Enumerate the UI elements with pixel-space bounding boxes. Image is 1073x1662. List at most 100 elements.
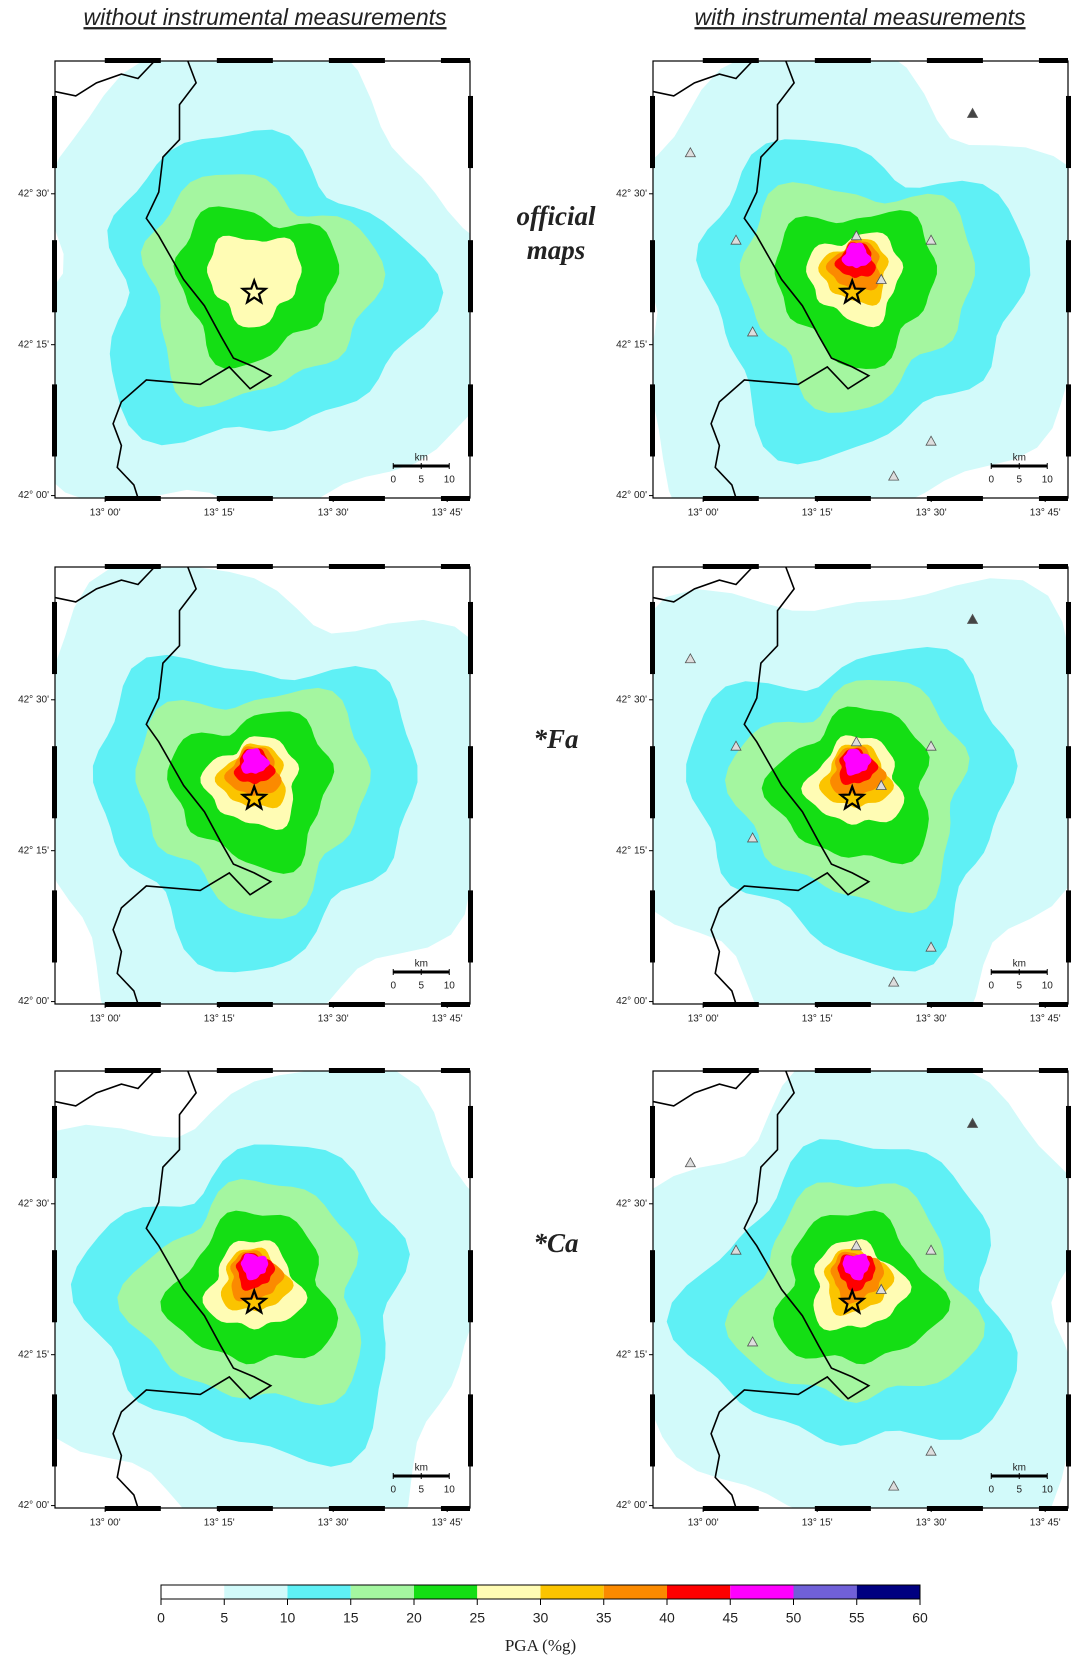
colorbar-label: 60 bbox=[912, 1610, 928, 1626]
station bbox=[925, 435, 937, 446]
row-label: *Ca bbox=[533, 1228, 578, 1258]
frame-tick bbox=[52, 1105, 57, 1179]
station bbox=[875, 273, 887, 284]
frame-tick bbox=[814, 496, 871, 501]
frame-tick bbox=[104, 1506, 161, 1511]
station bbox=[850, 1239, 863, 1251]
station bbox=[966, 107, 979, 118]
station bbox=[746, 326, 759, 337]
map-panel bbox=[55, 1071, 470, 1508]
colorbar-swatch bbox=[667, 1585, 731, 1599]
frame-tick bbox=[1066, 240, 1071, 313]
frame-tick bbox=[328, 496, 385, 501]
lat-label: 42° 30' bbox=[616, 188, 647, 199]
boundary bbox=[653, 1071, 754, 1107]
station bbox=[966, 1117, 979, 1128]
frame-tick bbox=[1066, 601, 1071, 675]
lon-label: 13° 15' bbox=[802, 1014, 833, 1025]
scale-unit: km bbox=[1013, 1463, 1026, 1474]
station bbox=[925, 941, 937, 952]
frame-tick bbox=[1038, 1002, 1068, 1007]
row-label: maps bbox=[527, 235, 586, 265]
lon-label: 13° 30' bbox=[916, 1518, 947, 1529]
frame-tick bbox=[926, 1002, 983, 1007]
lat-label: 42° 00' bbox=[616, 490, 647, 501]
boundary bbox=[112, 1071, 273, 1508]
frame-tick bbox=[52, 240, 57, 313]
colorbar-label: 20 bbox=[406, 1610, 422, 1626]
frame-tick bbox=[1066, 1105, 1071, 1179]
station bbox=[850, 229, 863, 241]
frame-tick bbox=[216, 1506, 273, 1511]
map-panel bbox=[55, 61, 470, 498]
boundary bbox=[112, 61, 273, 498]
frame-tick bbox=[650, 746, 655, 819]
boundary bbox=[710, 567, 871, 1004]
frame-tick bbox=[468, 240, 473, 313]
station bbox=[730, 1244, 742, 1255]
boundary bbox=[112, 567, 273, 1004]
boundary bbox=[55, 61, 156, 97]
lon-label: 13° 30' bbox=[318, 508, 349, 519]
scale-label: 10 bbox=[444, 981, 456, 992]
lon-label: 13° 00' bbox=[90, 1014, 121, 1025]
lat-label: 42° 30' bbox=[616, 694, 647, 705]
lat-label: 42° 15' bbox=[18, 339, 49, 350]
station bbox=[730, 740, 742, 751]
lon-label: 13° 30' bbox=[318, 1014, 349, 1025]
frame-tick bbox=[1038, 496, 1068, 501]
lat-label: 42° 30' bbox=[18, 188, 49, 199]
colorbar-label: 55 bbox=[849, 1610, 865, 1626]
lat-label: 42° 15' bbox=[18, 1349, 49, 1360]
lat-label: 42° 15' bbox=[616, 845, 647, 856]
frame-tick bbox=[1066, 890, 1071, 963]
epicenter bbox=[837, 783, 867, 811]
column-header: with instrumental measurements bbox=[694, 4, 1026, 30]
station bbox=[850, 735, 863, 747]
lon-label: 13° 00' bbox=[688, 508, 719, 519]
frame-tick bbox=[104, 1002, 161, 1007]
scale-label: 5 bbox=[1016, 475, 1022, 486]
frame-tick bbox=[926, 58, 983, 63]
scale-unit: km bbox=[415, 453, 428, 464]
station bbox=[684, 652, 697, 664]
scale-label: 5 bbox=[1016, 1485, 1022, 1496]
frame-tick bbox=[52, 601, 57, 675]
frame-tick bbox=[814, 1506, 871, 1511]
frame-tick bbox=[104, 1068, 161, 1073]
boundary bbox=[653, 567, 754, 603]
frame-tick bbox=[926, 496, 983, 501]
pga-contour bbox=[240, 1253, 269, 1281]
station bbox=[730, 234, 742, 245]
frame-tick bbox=[926, 564, 983, 569]
frame-tick bbox=[216, 496, 273, 501]
station bbox=[888, 976, 900, 987]
scale-unit: km bbox=[1013, 959, 1026, 970]
frame-tick bbox=[440, 58, 470, 63]
scale-label: 0 bbox=[390, 475, 396, 486]
lat-label: 42° 30' bbox=[18, 694, 49, 705]
boundary bbox=[710, 61, 871, 498]
frame-tick bbox=[468, 746, 473, 819]
station bbox=[966, 613, 979, 624]
colorbar-swatch bbox=[793, 1585, 857, 1599]
frame-tick bbox=[650, 95, 655, 169]
station bbox=[888, 1480, 900, 1491]
scale-unit: km bbox=[415, 959, 428, 970]
frame-tick bbox=[1066, 1250, 1071, 1323]
lon-label: 13° 30' bbox=[916, 508, 947, 519]
frame-tick bbox=[702, 496, 759, 501]
colorbar-label: 10 bbox=[280, 1610, 296, 1626]
lon-label: 13° 15' bbox=[204, 1014, 235, 1025]
lon-label: 13° 00' bbox=[688, 1518, 719, 1529]
lon-label: 13° 15' bbox=[802, 508, 833, 519]
pga-contour bbox=[841, 242, 872, 269]
epicenter bbox=[239, 277, 269, 305]
boundary bbox=[710, 1071, 871, 1508]
pga-contour bbox=[842, 1253, 870, 1281]
epicenter bbox=[239, 1287, 269, 1315]
station bbox=[746, 1336, 759, 1347]
row-label: *Fa bbox=[533, 724, 578, 754]
frame-tick bbox=[440, 1068, 470, 1073]
colorbar-swatch bbox=[477, 1585, 541, 1599]
